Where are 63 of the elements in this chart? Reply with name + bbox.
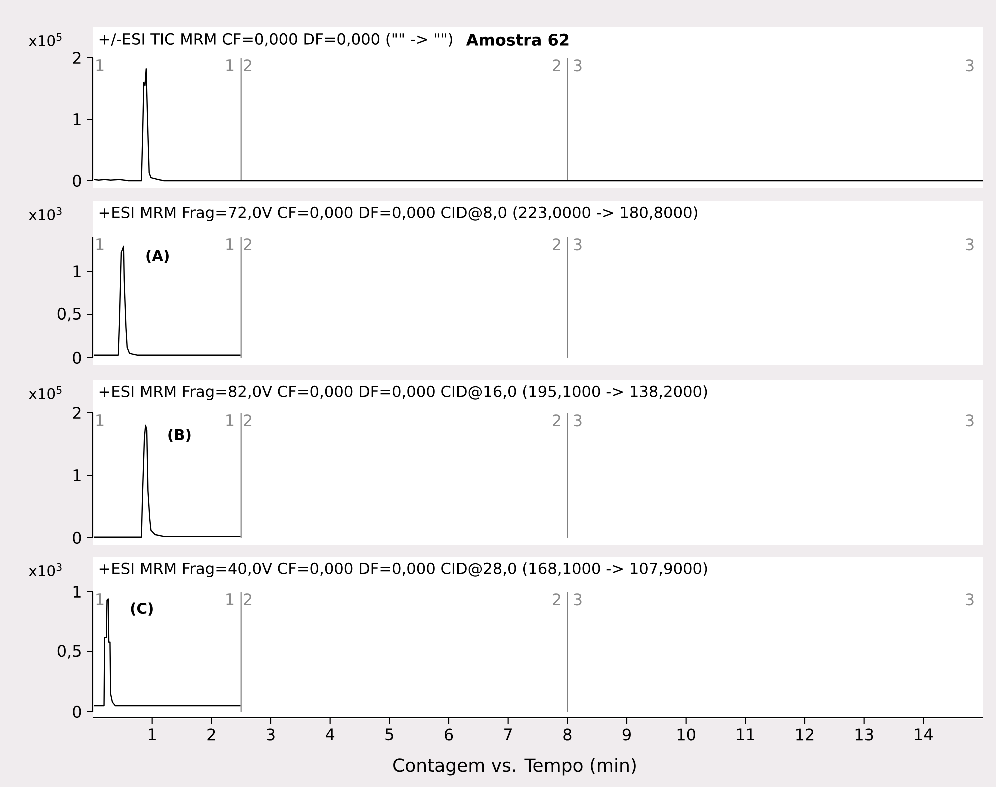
- y-tick-label: 1: [74, 470, 81, 482]
- annotation: 1: [96, 60, 104, 72]
- y-tick-label: 1: [74, 586, 81, 598]
- y-axis-title: x10$^{3}$: [29, 563, 62, 577]
- annotation: 1: [226, 60, 234, 72]
- y-tick-label: 0,5: [58, 645, 81, 659]
- annotation: 1: [96, 238, 104, 250]
- annotation: 2: [244, 414, 252, 426]
- annotation: 3: [966, 594, 974, 606]
- y-tick-label: 0: [73, 174, 82, 188]
- x-tick-label: 10: [678, 728, 696, 741]
- annotation: 3: [574, 414, 582, 427]
- annotation: (C): [131, 602, 153, 616]
- x-tick-label: 5: [386, 728, 394, 741]
- y-tick-label: 0: [73, 706, 82, 718]
- chart-title: +ESI MRM Frag=82,0V CF=0,000 DF=0,000 CID@16,0 (195,1000 -> 138,2000): [100, 386, 708, 400]
- chart-title: +/-ESI TIC MRM CF=0,000 DF=0,000 ("" -> ""): [100, 33, 452, 47]
- y-tick-label: 2: [73, 52, 81, 64]
- x-axis-title: Contagem vs. Tempo (min): [394, 758, 636, 776]
- annotation: 3: [574, 238, 582, 251]
- annotation: 1: [226, 414, 234, 426]
- annotation: 1: [96, 594, 104, 606]
- y-tick-label: 2: [73, 407, 81, 419]
- x-tick-label: 8: [564, 728, 572, 741]
- x-tick-label: 9: [622, 728, 631, 741]
- x-tick-label: 7: [504, 728, 512, 740]
- annotation: 2: [553, 594, 560, 606]
- x-tick-label: 6: [445, 728, 454, 741]
- chart-title: +ESI MRM Frag=40,0V CF=0,000 DF=0,000 CID@28,0 (168,1000 -> 107,9000): [100, 562, 708, 578]
- x-tick-label: 13: [856, 728, 874, 741]
- annotation: 3: [966, 60, 974, 72]
- x-tick-label: 4: [326, 728, 335, 740]
- annotation: 3: [574, 60, 582, 72]
- x-tick-label: 14: [915, 728, 933, 740]
- annotation: 2: [244, 594, 252, 606]
- annotation: 2: [553, 238, 560, 250]
- y-tick-label: 1: [74, 114, 81, 126]
- annotation: (B): [168, 429, 191, 442]
- chart-subtitle: Amostra 62: [466, 34, 569, 46]
- chart-title: +ESI MRM Frag=72,0V CF=0,000 DF=0,000 CID@8,0 (223,0000 -> 180,8000): [100, 206, 698, 222]
- annotation: 3: [574, 594, 582, 606]
- annotation: 1: [226, 238, 234, 250]
- y-axis-title: x10$^{3}$: [29, 207, 62, 221]
- annotation: (A): [146, 250, 169, 264]
- annotation: 3: [966, 238, 974, 251]
- annotation: 3: [966, 414, 974, 427]
- y-tick-label: 0,5: [58, 308, 81, 322]
- x-tick-label: 12: [796, 728, 814, 741]
- y-tick-label: 0: [73, 352, 82, 364]
- x-tick-label: 11: [737, 728, 754, 740]
- x-tick-label: 2: [208, 728, 216, 741]
- annotation: 2: [244, 60, 252, 72]
- annotation: 2: [553, 414, 560, 426]
- annotation: 2: [244, 238, 252, 250]
- y-tick-label: 0: [73, 532, 82, 544]
- annotation: 1: [96, 414, 104, 426]
- annotation: 1: [226, 594, 234, 606]
- annotation: 2: [553, 60, 560, 72]
- y-axis-title: x10$^{5}$: [29, 33, 62, 46]
- x-tick-label: 1: [149, 728, 156, 740]
- x-tick-label: 3: [267, 728, 275, 741]
- y-tick-label: 1: [74, 266, 81, 278]
- y-axis-title: x10$^{5}$: [29, 386, 62, 400]
